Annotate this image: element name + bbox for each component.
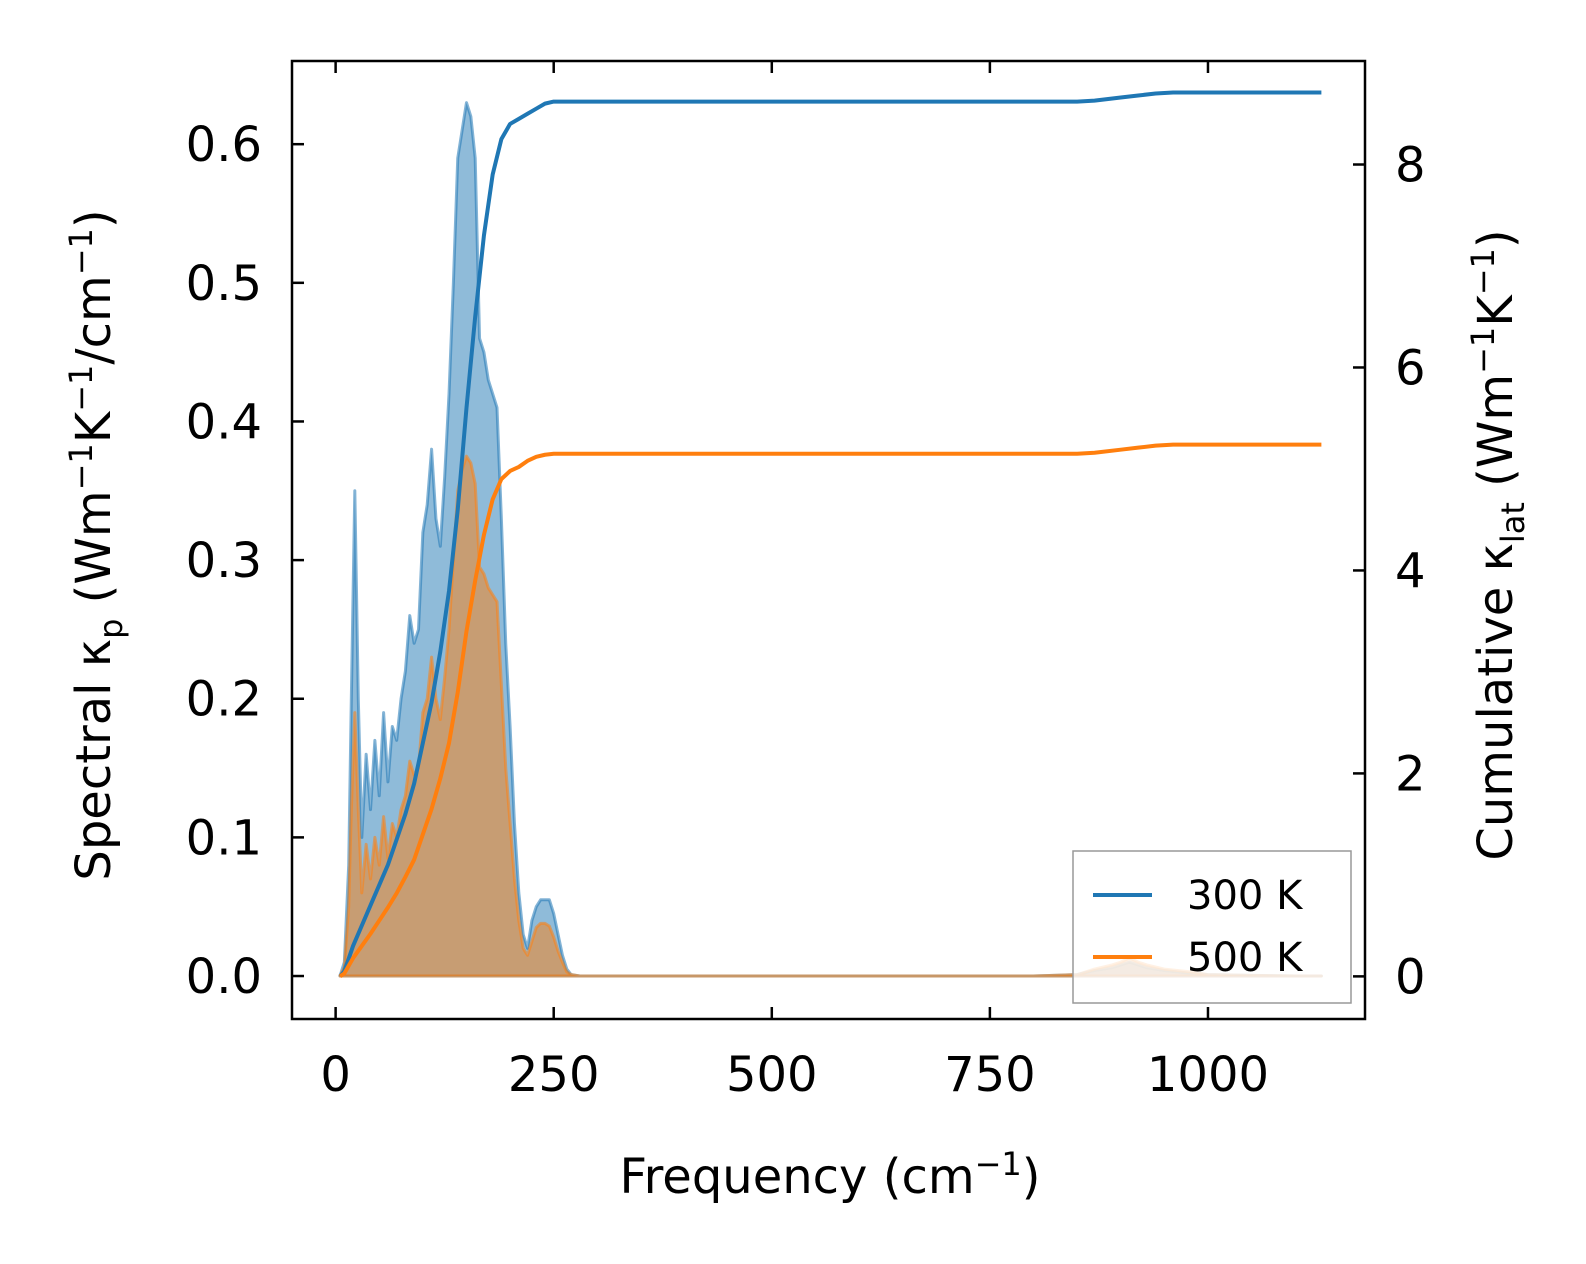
y-tick-label-right: 0 — [1395, 949, 1426, 1005]
tick-layer: 0 250 500 750 1000 0.0 0.1 0.2 0.3 0.4 0.5 0.6 0 2 4 6 8 — [186, 61, 1426, 1103]
y-tick-label-left: 0.2 — [186, 672, 262, 728]
y-tick-label-left: 0.6 — [186, 117, 262, 173]
plot-frame — [290, 59, 1367, 1021]
legend-label-500k: 500 K — [1187, 935, 1304, 981]
y-tick-label-right: 4 — [1395, 543, 1426, 599]
x-tick-label: 1000 — [1147, 1047, 1269, 1103]
x-tick-label: 750 — [944, 1047, 1036, 1103]
cumulative-line-300k — [338, 90, 1322, 978]
cumulative-line-layer — [338, 90, 1322, 979]
y-tick-label-right: 8 — [1395, 138, 1426, 194]
y-axis-right-label: Cumulative κlat (Wm−1K−1) — [1464, 229, 1532, 860]
x-axis-label: Frequency (cm−1) — [619, 1145, 1040, 1205]
y-tick-label-left: 0.0 — [186, 949, 262, 1005]
cumulative-line-500k — [338, 442, 1322, 979]
x-tick-label: 500 — [726, 1047, 818, 1103]
y-tick-label-left: 0.4 — [186, 394, 262, 450]
x-tick-label: 250 — [508, 1047, 600, 1103]
y-axis-left-label: Spectral κp (Wm−1K−1/cm−1) — [62, 209, 130, 880]
spectral-fill-layer — [338, 101, 1323, 978]
y-tick-label-left: 0.3 — [186, 533, 262, 589]
legend-box — [1072, 850, 1352, 1004]
legend: 300 K 500 K — [1072, 850, 1352, 1004]
y-tick-label-right: 2 — [1395, 746, 1426, 802]
x-tick-label: 0 — [320, 1047, 351, 1103]
legend-label-300k: 300 K — [1187, 873, 1304, 919]
y-tick-label-left: 0.5 — [186, 256, 262, 312]
y-tick-label-left: 0.1 — [186, 810, 262, 866]
y-tick-label-right: 6 — [1395, 340, 1426, 396]
